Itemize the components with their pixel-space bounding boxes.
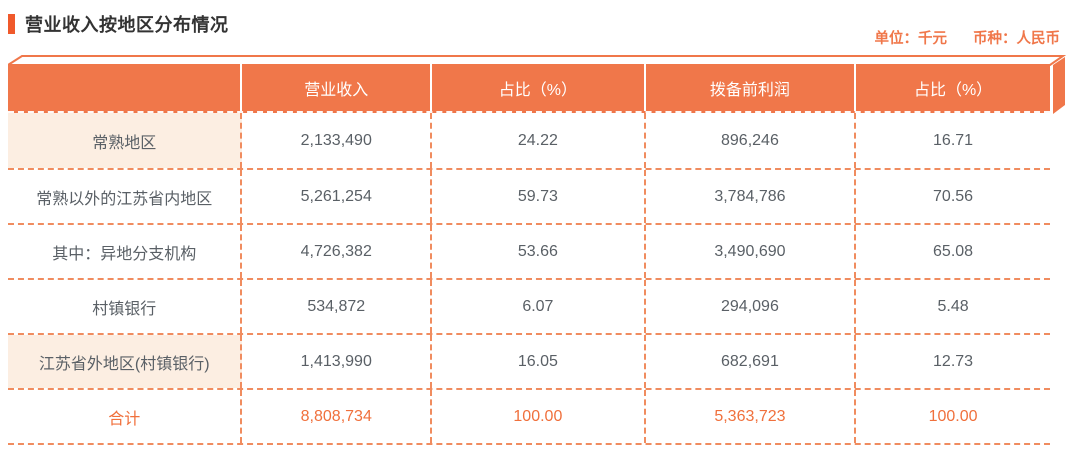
section-title-row: 营业收入按地区分布情况 xyxy=(8,11,229,37)
ppop-cell: 5,363,723 xyxy=(646,390,857,443)
revenue-cell: 2,133,490 xyxy=(242,113,433,168)
header-cell-revenue: 营业收入 xyxy=(242,64,433,111)
table-meta: 单位：千元 币种：人民币 xyxy=(875,27,1061,48)
header-cell-ppop: 拨备前利润 xyxy=(646,64,857,111)
revenue-cell: 4,726,382 xyxy=(242,225,433,278)
region-revenue-table: 营业收入 占比（%） 拨备前利润 占比（%） 常熟地区 2,133,490 24… xyxy=(8,55,1066,445)
table-row: 其中：异地分支机构 4,726,382 53.66 3,490,690 65.0… xyxy=(8,223,1050,278)
region-cell: 村镇银行 xyxy=(8,280,243,333)
ppop-cell: 896,246 xyxy=(646,113,857,168)
revenue-cell: 1,413,990 xyxy=(242,335,433,388)
ppop-pct-cell: 100.00 xyxy=(928,407,978,425)
ppop-pct-cell: 65.08 xyxy=(933,242,974,260)
header-cell-revenue-pct: 占比（%） xyxy=(432,64,646,111)
ppop-cell: 3,784,786 xyxy=(646,170,857,223)
revenue-pct-cell: 6.07 xyxy=(432,280,646,333)
ppop-cell: 3,490,690 xyxy=(646,225,857,278)
table-header-row: 营业收入 占比（%） 拨备前利润 占比（%） xyxy=(8,64,1050,113)
header-cell-region xyxy=(8,64,243,111)
ppop-cell: 294,096 xyxy=(646,280,857,333)
revenue-cell: 5,261,254 xyxy=(242,170,433,223)
revenue-pct-cell: 16.05 xyxy=(432,335,646,388)
revenue-cell: 534,872 xyxy=(242,280,433,333)
total-label-cell: 合计 xyxy=(8,390,243,443)
revenue-cell: 8,808,734 xyxy=(242,390,433,443)
title-accent-bar-icon xyxy=(8,14,15,34)
revenue-pct-cell: 24.22 xyxy=(432,113,646,168)
page-title: 营业收入按地区分布情况 xyxy=(25,15,229,35)
ppop-pct-cell: 12.73 xyxy=(933,352,974,370)
ppop-pct-cell: 5.48 xyxy=(937,297,969,315)
ppop-cell: 682,691 xyxy=(646,335,857,388)
table-row: 常熟以外的江苏省内地区 5,261,254 59.73 3,784,786 70… xyxy=(8,168,1050,223)
region-cell: 江苏省外地区(村镇银行) xyxy=(8,335,243,388)
revenue-pct-cell: 59.73 xyxy=(432,170,646,223)
ppop-pct-cell: 70.56 xyxy=(933,187,974,205)
table-total-row: 合计 8,808,734 100.00 5,363,723 100.00 xyxy=(8,388,1050,443)
revenue-pct-cell: 53.66 xyxy=(432,225,646,278)
header-cell-ppop-pct: 占比（%） xyxy=(913,81,993,99)
table-row: 村镇银行 534,872 6.07 294,096 5.48 xyxy=(8,278,1050,333)
region-cell: 常熟地区 xyxy=(8,113,243,168)
revenue-pct-cell: 100.00 xyxy=(432,390,646,443)
currency-label: 币种：人民币 xyxy=(973,31,1060,47)
region-cell: 常熟以外的江苏省内地区 xyxy=(8,170,243,223)
table-row: 常熟地区 2,133,490 24.22 896,246 16.71 xyxy=(8,113,1050,168)
unit-label: 单位：千元 xyxy=(874,31,948,47)
table-row: 江苏省外地区(村镇银行) 1,413,990 16.05 682,691 12.… xyxy=(8,333,1050,388)
ppop-pct-cell: 16.71 xyxy=(933,131,974,149)
region-cell: 其中：异地分支机构 xyxy=(8,225,243,278)
